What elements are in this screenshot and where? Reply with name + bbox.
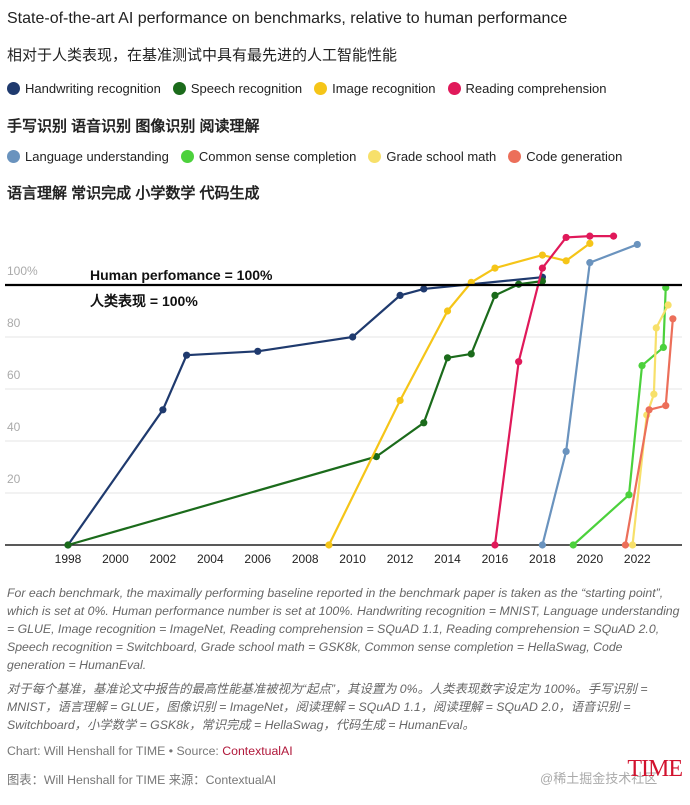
x-tick-label: 1998 [55, 552, 82, 566]
data-point [669, 315, 677, 323]
x-tick-label: 2014 [434, 552, 461, 566]
legend-item: Handwriting recognition [7, 81, 161, 96]
data-point [586, 239, 594, 247]
data-point [609, 232, 618, 240]
x-tick-label: 2020 [576, 552, 603, 566]
series-line [67, 276, 543, 546]
data-point [538, 541, 547, 549]
data-point [349, 333, 357, 341]
series-line [67, 280, 543, 547]
x-tick-label: 2010 [339, 552, 366, 566]
x-tick-label: 2002 [150, 552, 177, 566]
chart-title-zh: 相对于人类表现，在基准测试中具有最先进的人工智能性能 [7, 47, 398, 64]
chart-title: State-of-the-art AI performance on bench… [7, 10, 568, 27]
x-tick-label: 2018 [529, 552, 556, 566]
data-point [650, 390, 658, 398]
x-tick-label: 2016 [482, 552, 509, 566]
legend-row-2: Language understanding Common sense comp… [7, 149, 622, 164]
data-point [443, 354, 452, 362]
series-line [541, 243, 638, 546]
legend-item: Code generation [508, 149, 622, 164]
y-tick-label: 100% [7, 264, 38, 278]
x-tick-label: 2006 [244, 552, 271, 566]
data-point [628, 541, 637, 549]
x-tick-label: 2012 [387, 552, 414, 566]
legend-row-1: Handwriting recognition Speech recogniti… [7, 81, 606, 96]
data-point [625, 491, 633, 499]
data-point [159, 406, 167, 414]
y-tick-label: 40 [7, 420, 21, 434]
data-point [183, 351, 191, 359]
data-point [491, 541, 499, 549]
source-link[interactable]: ContextualAI [222, 744, 293, 758]
legend-item: Speech recognition [172, 81, 302, 96]
data-point [562, 233, 570, 242]
series-line [624, 318, 674, 546]
y-tick-label: 20 [7, 472, 21, 486]
y-tick-label: 60 [7, 368, 21, 382]
data-point [491, 291, 499, 299]
data-point [254, 347, 262, 355]
data-point [538, 251, 547, 259]
time-logo: TIME [627, 756, 683, 782]
data-point [420, 285, 428, 293]
data-point [638, 362, 646, 370]
data-point [396, 291, 404, 299]
data-point [633, 240, 641, 249]
x-tick-label: 2022 [624, 552, 651, 566]
data-point [621, 541, 630, 549]
data-point [372, 453, 380, 461]
legend-item: Language understanding [7, 149, 169, 164]
credit-zh: 图表：Will Henshall for TIME 来源：ContextualA… [7, 773, 277, 787]
y-tick-label: 80 [7, 316, 21, 330]
data-point [562, 447, 570, 455]
x-tick-label: 2000 [102, 552, 129, 566]
reference-label: Human perfomance = 100% [90, 267, 273, 283]
data-point [569, 541, 577, 549]
series-line [327, 242, 591, 546]
data-point [664, 301, 672, 309]
x-tick-label: 2004 [197, 552, 224, 566]
data-point [515, 358, 523, 366]
legend-item: Image recognition [314, 81, 436, 96]
data-point [420, 419, 428, 427]
data-point [467, 350, 475, 358]
legend-item: Common sense completion [180, 149, 356, 164]
data-point [659, 343, 667, 351]
data-point [396, 396, 404, 405]
series-line [572, 287, 667, 546]
legend-item: Grade school math [368, 149, 496, 164]
data-point [586, 232, 594, 240]
chart-plot: 20 40 60 80 100% 1998 2000 2002 2004 2006 2008 2010… [5, 232, 682, 566]
data-point [586, 259, 594, 267]
data-point [325, 541, 333, 549]
series-line [493, 235, 614, 546]
legend-row-2-zh: 语言理解 常识完成 小学数学 代码生成 [7, 185, 260, 202]
data-point [562, 257, 570, 265]
reference-label-zh: 人类表现 = 100% [90, 293, 198, 309]
data-point [491, 264, 499, 272]
watermark: @稀土掘金技术社区 [540, 771, 658, 786]
data-point [443, 307, 452, 315]
data-point [645, 406, 653, 414]
data-point [662, 402, 670, 410]
legend-row-1-zh: 手写识别 语音识别 图像识别 阅读理解 [7, 118, 260, 135]
data-point [652, 324, 660, 332]
data-point [538, 264, 547, 272]
footnote-zh: 对于每个基准，基准论文中报告的最高性能基准被视为“起点”，其设置为 0%。人类表… [7, 682, 648, 732]
x-tick-label: 2008 [292, 552, 319, 566]
legend-item: Reading comprehension [447, 81, 606, 96]
footnote: For each benchmark, the maximally perfor… [7, 586, 680, 672]
credit: Chart: Will Henshall for TIME • Source: … [7, 744, 293, 758]
data-point [64, 541, 72, 549]
